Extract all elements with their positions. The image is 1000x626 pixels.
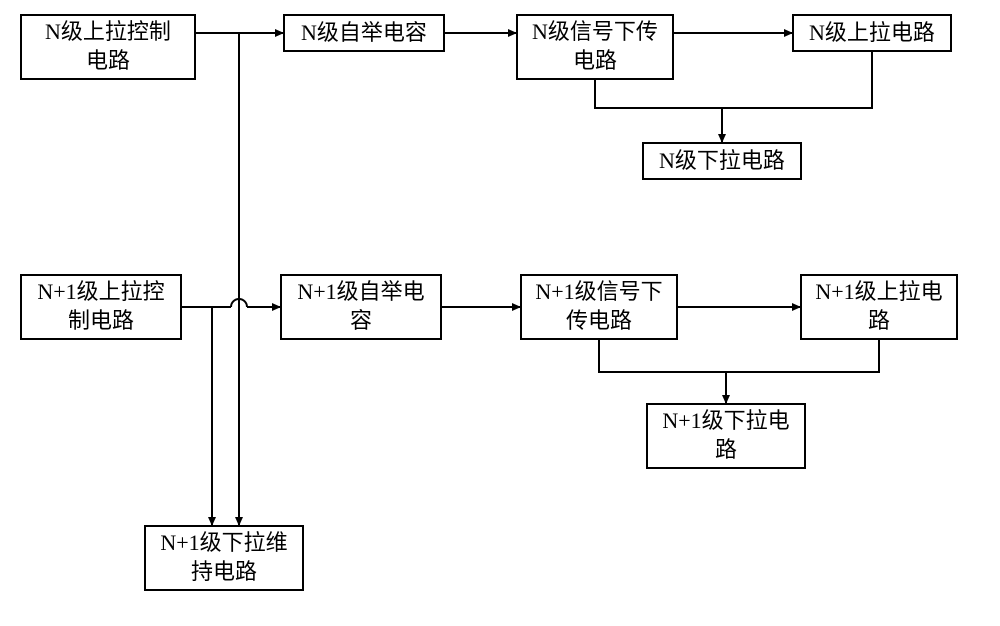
box-n-sig-down: N级信号下传电路 <box>516 14 674 80</box>
label: N+1级自举电容 <box>297 278 424 335</box>
label: N级上拉电路 <box>809 19 935 48</box>
box-n1-sig-down: N+1级信号下传电路 <box>520 274 678 340</box>
label: N级自举电容 <box>301 19 427 48</box>
label: N级上拉控制电路 <box>45 18 171 75</box>
label: N+1级信号下传电路 <box>535 278 662 335</box>
label: N级信号下传电路 <box>532 18 658 75</box>
label: N+1级上拉电路 <box>815 278 942 335</box>
box-n-boot-cap: N级自举电容 <box>283 14 445 52</box>
box-n-pullup: N级上拉电路 <box>792 14 952 52</box>
box-n1-pulldown: N+1级下拉电路 <box>646 403 806 469</box>
label: N+1级下拉维持电路 <box>160 529 287 586</box>
label: N级下拉电路 <box>659 147 785 176</box>
box-n1-pullup-ctrl: N+1级上拉控制电路 <box>20 274 182 340</box>
box-n-pullup-ctrl: N级上拉控制电路 <box>20 14 196 80</box>
box-n-pulldown: N级下拉电路 <box>642 142 802 180</box>
box-n1-pullup: N+1级上拉电路 <box>800 274 958 340</box>
box-n1-pulldown-hold: N+1级下拉维持电路 <box>144 525 304 591</box>
box-n1-boot-cap: N+1级自举电容 <box>280 274 442 340</box>
label: N+1级上拉控制电路 <box>37 278 164 335</box>
label: N+1级下拉电路 <box>662 407 789 464</box>
